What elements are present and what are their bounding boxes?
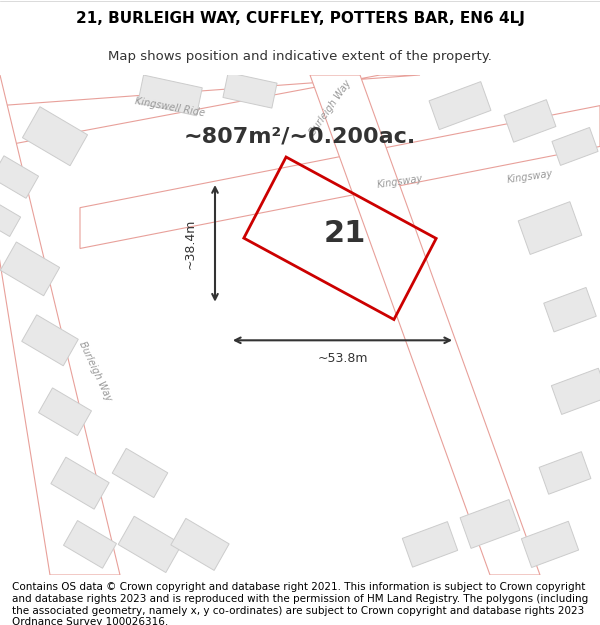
Polygon shape — [310, 75, 540, 575]
Polygon shape — [38, 388, 91, 436]
Polygon shape — [521, 521, 578, 568]
Text: Kingsway: Kingsway — [506, 169, 554, 185]
Text: Kingswell Ride: Kingswell Ride — [134, 97, 206, 119]
Polygon shape — [504, 99, 556, 142]
Polygon shape — [429, 82, 491, 129]
Polygon shape — [22, 315, 78, 366]
Text: ~38.4m: ~38.4m — [184, 218, 197, 269]
Text: 21, BURLEIGH WAY, CUFFLEY, POTTERS BAR, EN6 4LJ: 21, BURLEIGH WAY, CUFFLEY, POTTERS BAR, … — [76, 11, 524, 26]
Text: 21: 21 — [324, 219, 366, 248]
Polygon shape — [551, 368, 600, 414]
Polygon shape — [64, 521, 116, 568]
Polygon shape — [112, 448, 168, 498]
Polygon shape — [138, 75, 202, 116]
Polygon shape — [518, 202, 582, 254]
Polygon shape — [544, 288, 596, 332]
Polygon shape — [1, 242, 59, 296]
Text: Map shows position and indicative extent of the property.: Map shows position and indicative extent… — [108, 50, 492, 62]
Polygon shape — [0, 75, 120, 575]
Polygon shape — [118, 516, 182, 572]
Polygon shape — [539, 452, 591, 494]
Polygon shape — [51, 457, 109, 509]
Text: Burleigh Way: Burleigh Way — [77, 339, 113, 402]
Polygon shape — [0, 156, 38, 198]
Polygon shape — [552, 127, 598, 166]
Polygon shape — [171, 518, 229, 571]
Polygon shape — [460, 499, 520, 548]
Polygon shape — [22, 107, 88, 166]
Polygon shape — [80, 106, 600, 249]
Text: ~53.8m: ~53.8m — [317, 352, 368, 365]
Text: ~807m²/~0.200ac.: ~807m²/~0.200ac. — [184, 126, 416, 146]
Text: Burleigh Way: Burleigh Way — [307, 78, 353, 137]
Text: Contains OS data © Crown copyright and database right 2021. This information is : Contains OS data © Crown copyright and d… — [12, 582, 588, 625]
Polygon shape — [0, 75, 420, 146]
Polygon shape — [0, 199, 20, 236]
Polygon shape — [223, 72, 277, 108]
Text: Kingsway: Kingsway — [376, 174, 424, 191]
Polygon shape — [403, 522, 458, 567]
